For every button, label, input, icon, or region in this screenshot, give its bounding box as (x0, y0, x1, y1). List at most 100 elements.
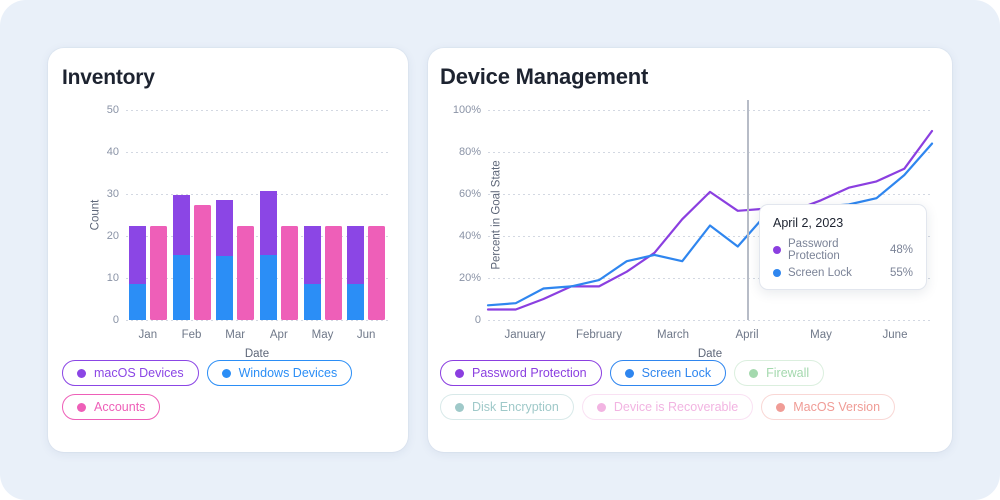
bar-segment-windows (172, 254, 190, 320)
legend-dot-icon (749, 368, 759, 378)
legend-pill-label: Windows Devices (238, 366, 338, 380)
bar-accounts-Mar[interactable] (237, 225, 255, 320)
legend-pill-device-5[interactable]: MacOS Version (761, 394, 896, 420)
legend-pill-inventory-1[interactable]: Windows Devices (206, 360, 353, 386)
line-series-0 (486, 129, 934, 311)
gridline (488, 320, 932, 321)
gridline (488, 278, 932, 279)
bar-segment-windows (259, 255, 277, 320)
bar-segment-macos (172, 195, 190, 255)
line-y-tick-3: 60% (458, 188, 481, 200)
device-management-card: Device Management 0 20% 40% 60% 80% 100% Janu… (428, 48, 952, 452)
line-x-tick-June: June (882, 329, 908, 341)
bar-y-axis-title: Count (89, 199, 102, 231)
bar-segment-macos (216, 199, 234, 257)
line-series-area (486, 129, 934, 311)
legend-pill-device-2[interactable]: Firewall (734, 360, 825, 386)
line-y-tick-2: 40% (458, 230, 481, 242)
line-x-tick-February: February (575, 329, 623, 341)
legend-pill-label: Disk Encryption (472, 400, 559, 414)
tooltip-row-value: 55% (889, 267, 913, 279)
bar-devices-Apr[interactable] (259, 191, 277, 320)
bar-accounts-Jan[interactable] (149, 225, 167, 320)
inventory-legend: macOS Devices Windows Devices Accounts (62, 360, 394, 420)
bar-accounts-Feb[interactable] (193, 205, 211, 320)
bar-devices-May[interactable] (303, 225, 321, 320)
line-series-1 (486, 142, 934, 307)
gridline (488, 236, 932, 237)
line-x-tick-April: April (735, 329, 759, 341)
tooltip-dot-icon (773, 269, 781, 277)
device-title: Device Management (440, 64, 649, 89)
legend-pill-label: MacOS Version (793, 400, 881, 414)
gridline (126, 320, 388, 321)
tooltip-row-label: Password Protection (788, 238, 840, 262)
bar-x-tick-Jan: Jan (138, 329, 158, 341)
legend-pill-label: Firewall (766, 366, 810, 380)
tooltip-row-label: Screen Lock (788, 267, 852, 279)
bar-x-tick-Feb: Feb (181, 329, 202, 341)
gridline (488, 194, 932, 195)
line-x-tick-January: January (504, 329, 546, 341)
bar-y-tick-0: 0 (112, 314, 119, 326)
bar-segment-windows (303, 284, 321, 320)
bar-y-tick-3: 30 (106, 188, 119, 200)
line-y-tick-4: 80% (458, 146, 481, 158)
bar-segment-windows (216, 256, 234, 320)
bar-x-tick-Mar: Mar (225, 329, 246, 341)
bar-segment-windows (347, 284, 365, 320)
tooltip-row-1: Screen Lock 55% (773, 267, 913, 279)
gridline (126, 194, 388, 195)
legend-pill-device-4[interactable]: Device is Recoverable (581, 394, 754, 420)
bar-segment-windows (128, 284, 146, 320)
line-y-tick-1: 20% (458, 272, 481, 284)
bar-segment-macos (128, 225, 146, 285)
bar-accounts-May[interactable] (324, 225, 342, 320)
legend-pill-device-0[interactable]: Password Protection (440, 360, 602, 386)
legend-pill-label: macOS Devices (94, 366, 184, 380)
line-y-axis-title: Percent in Goal State (490, 160, 503, 270)
bar-x-tick-Jun: Jun (356, 329, 376, 341)
device-legend: Password Protection Screen Lock Firewall Di… (440, 360, 940, 420)
bar-y-tick-1: 10 (106, 272, 119, 284)
legend-dot-icon (455, 368, 464, 378)
legend-dot-icon (221, 368, 231, 378)
bar-accounts-Jun[interactable] (368, 225, 386, 320)
tooltip-row-0: Password Protection 48% (773, 238, 913, 262)
bar-x-axis-title: Date (244, 348, 270, 360)
device-line-chart: 0 20% 40% 60% 80% 100% January February March Ap… (453, 100, 934, 360)
inventory-bar-chart: 0 10 20 30 40 50 Jan Feb Mar Apr May Jun Date Coun… (89, 104, 388, 360)
bar-x-tick-May: May (311, 329, 334, 341)
gridline (126, 278, 388, 279)
bar-devices-Feb[interactable] (172, 195, 190, 320)
legend-pill-label: Device is Recoverable (613, 400, 739, 414)
gridline (488, 152, 932, 153)
bar-segment-macos (347, 225, 365, 285)
tooltip-date: April 2, 2023 (773, 216, 844, 230)
legend-dot-icon (776, 402, 786, 412)
legend-pill-label: Password Protection (472, 366, 587, 380)
legend-pill-inventory-2[interactable]: Accounts (62, 394, 161, 420)
bar-y-tick-4: 40 (106, 146, 119, 158)
bar-x-tick-Apr: Apr (269, 329, 288, 341)
inventory-title: Inventory (62, 66, 155, 89)
line-x-tick-March: March (657, 329, 689, 341)
legend-pill-device-3[interactable]: Disk Encryption (440, 394, 574, 420)
bar-devices-Jan[interactable] (128, 225, 146, 320)
bar-segment-macos (303, 225, 321, 285)
gridline (126, 236, 388, 237)
legend-pill-label: Screen Lock (641, 366, 712, 380)
bar-accounts-Apr[interactable] (280, 225, 298, 320)
line-y-tick-0: 0 (474, 314, 481, 326)
bar-devices-Mar[interactable] (216, 199, 234, 320)
line-x-axis-title: Date (697, 348, 723, 360)
legend-dot-icon (77, 402, 86, 412)
bar-devices-Jun[interactable] (347, 225, 365, 320)
legend-pill-device-1[interactable]: Screen Lock (609, 360, 727, 386)
legend-dot-icon (596, 402, 606, 412)
legend-dot-icon (77, 368, 86, 378)
legend-dot-icon (624, 368, 634, 378)
bar-segment-macos (259, 191, 277, 256)
legend-pill-inventory-0[interactable]: macOS Devices (62, 360, 199, 386)
